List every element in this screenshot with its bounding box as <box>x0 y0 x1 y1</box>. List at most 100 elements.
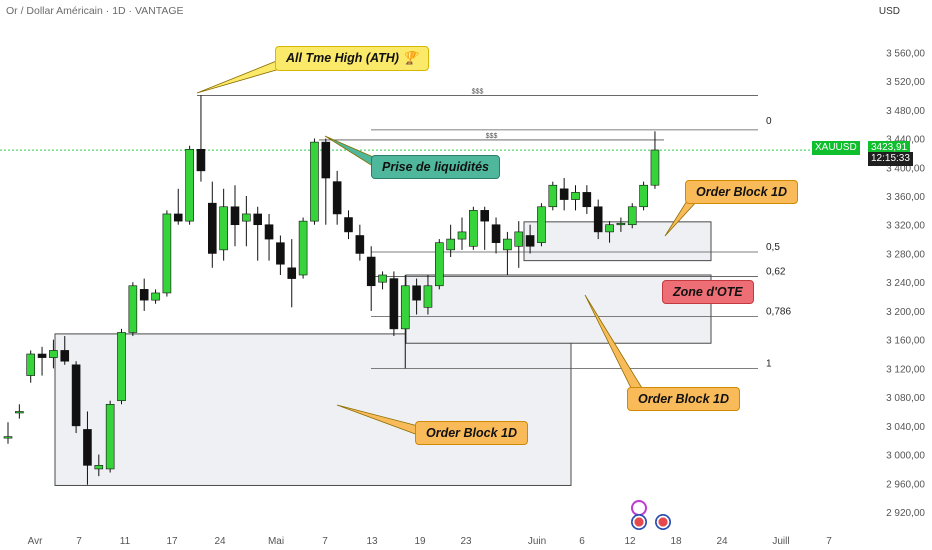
candle-down[interactable] <box>230 206 240 226</box>
x-tick-label: Mai <box>268 536 284 547</box>
candle-up[interactable] <box>548 184 558 208</box>
y-tick-label: 2 960,00 <box>886 479 925 490</box>
candle-down[interactable] <box>208 202 217 254</box>
candle-down[interactable] <box>83 429 92 466</box>
order-block-top <box>523 221 712 262</box>
candle-down[interactable] <box>366 256 376 287</box>
candle-up[interactable] <box>537 206 546 243</box>
y-tick-label: 2 920,00 <box>886 508 925 519</box>
x-tick-label: 7 <box>826 536 832 547</box>
candle-down[interactable] <box>355 235 365 254</box>
candle-down[interactable] <box>593 206 603 233</box>
candle-up[interactable] <box>378 274 387 283</box>
ote-callout: Zone d'OTE <box>662 280 754 304</box>
candle-up[interactable] <box>650 149 660 186</box>
candle-up[interactable] <box>151 292 160 301</box>
symbol-badge: XAUUSD <box>812 141 860 155</box>
x-tick-label: 24 <box>214 536 226 547</box>
candle-up[interactable] <box>514 231 524 247</box>
candle-down[interactable] <box>287 267 297 279</box>
y-tick-label: 3 400,00 <box>886 163 925 174</box>
candle-down[interactable] <box>412 285 421 301</box>
us-flag-icon[interactable] <box>631 514 647 530</box>
candle-down[interactable] <box>491 224 501 243</box>
candle-up[interactable] <box>3 436 13 439</box>
candle-down[interactable] <box>173 213 183 222</box>
candle-up[interactable] <box>117 332 126 402</box>
candle-up[interactable] <box>616 222 626 226</box>
candle-up[interactable] <box>400 285 410 330</box>
currency-label: USD <box>878 6 900 17</box>
candle-up[interactable] <box>503 238 512 251</box>
candle-down[interactable] <box>389 278 399 330</box>
x-tick-label: 13 <box>366 536 378 547</box>
x-tick-label: Juill <box>772 536 789 547</box>
x-tick-label: Juin <box>528 536 546 547</box>
candle-up[interactable] <box>49 350 58 358</box>
candle-up[interactable] <box>105 403 115 470</box>
fib-label: 0,786 <box>766 307 791 318</box>
candle-down[interactable] <box>60 350 70 362</box>
fib-label: 0,5 <box>766 242 780 253</box>
candle-down[interactable] <box>276 242 285 265</box>
candle-down[interactable] <box>344 217 353 233</box>
candle-down[interactable] <box>332 181 342 215</box>
y-tick-label: 3 000,00 <box>886 451 925 462</box>
candle-up[interactable] <box>219 206 228 251</box>
candle-down[interactable] <box>559 188 569 200</box>
candle-up[interactable] <box>446 238 455 251</box>
candle-up[interactable] <box>310 141 319 222</box>
y-tick-label: 3 520,00 <box>886 77 925 88</box>
candle-down[interactable] <box>196 148 206 172</box>
candle-up[interactable] <box>162 213 172 294</box>
candle-up[interactable] <box>457 231 467 240</box>
candle-up[interactable] <box>185 148 194 222</box>
order-block-bottom <box>54 333 572 486</box>
candle-down[interactable] <box>253 213 262 226</box>
y-tick-label: 3 560,00 <box>886 48 925 59</box>
order-block-bottom-callout: Order Block 1D <box>415 421 529 445</box>
candle-up[interactable] <box>423 285 433 308</box>
x-tick-label: 23 <box>460 536 472 547</box>
candle-up[interactable] <box>627 206 637 226</box>
candle-down[interactable] <box>37 353 47 358</box>
x-tick-label: Avr <box>28 536 43 547</box>
order-block-top-callout: Order Block 1D <box>685 180 799 204</box>
x-tick-label: 18 <box>670 536 682 547</box>
candle-up[interactable] <box>639 184 648 208</box>
candle-down[interactable] <box>525 235 535 247</box>
liquidity-label: $$$ <box>486 133 498 140</box>
x-tick-label: 11 <box>120 536 131 547</box>
y-tick-label: 3 080,00 <box>886 393 925 404</box>
chart-header-title: Or / Dollar Américain · 1D · VANTAGE <box>6 5 184 17</box>
candle-up[interactable] <box>15 411 24 414</box>
candle-down[interactable] <box>71 364 81 427</box>
candle-down[interactable] <box>480 210 490 222</box>
y-tick-label: 3 120,00 <box>886 364 925 375</box>
candle-up[interactable] <box>128 285 138 333</box>
candle-down[interactable] <box>582 192 592 208</box>
countdown-badge: 12:15:33 <box>868 152 913 166</box>
candle-up[interactable] <box>571 192 580 200</box>
y-tick-label: 3 040,00 <box>886 422 925 433</box>
candle-up[interactable] <box>605 224 614 233</box>
order-block-mid-callout: Order Block 1D <box>627 387 741 411</box>
y-tick-label: 3 480,00 <box>886 106 925 117</box>
ath-callout: All Tme High (ATH) 🏆 <box>275 46 429 71</box>
candle-down[interactable] <box>264 224 274 240</box>
us-flag-icon-2[interactable] <box>655 514 671 530</box>
candle-up[interactable] <box>434 242 444 287</box>
candle-up[interactable] <box>242 213 251 222</box>
y-tick-label: 3 320,00 <box>886 221 925 232</box>
y-tick-label: 3 240,00 <box>886 278 925 289</box>
ote-zone <box>405 274 712 344</box>
candle-up[interactable] <box>94 465 104 470</box>
x-tick-label: 12 <box>624 536 636 547</box>
candle-down[interactable] <box>139 289 149 301</box>
candle-down[interactable] <box>321 141 331 179</box>
x-tick-label: 19 <box>414 536 426 547</box>
candle-up[interactable] <box>298 220 308 276</box>
candle-up[interactable] <box>469 210 478 247</box>
candle-up[interactable] <box>26 353 36 376</box>
